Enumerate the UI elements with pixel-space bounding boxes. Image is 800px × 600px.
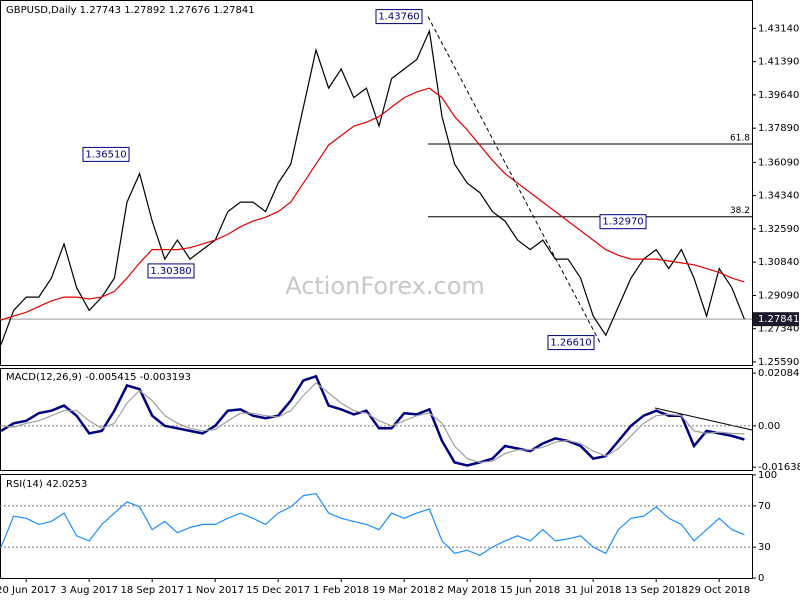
annotation-label: 1.26610: [550, 338, 591, 349]
y-tick-label: 0: [758, 573, 764, 584]
chart-title: GBPUSD,Daily 1.27743 1.27892 1.27676 1.2…: [6, 5, 255, 16]
x-tick-label: 20 Jun 2017: [0, 585, 56, 596]
series-line: [0, 492, 745, 556]
rsi-title: RSI(14) 42.0253: [6, 479, 87, 490]
y-tick-label: 1.25590: [758, 357, 799, 368]
series-line: [0, 87, 745, 321]
y-tick-label: 1.34340: [758, 191, 799, 202]
x-tick-label: 1 Nov 2017: [186, 585, 244, 596]
y-tick-label: 70: [758, 501, 771, 512]
y-tick-label: 30: [758, 542, 771, 553]
fib-label: 38.2: [730, 206, 750, 216]
watermark: ActionForex.com: [285, 272, 485, 300]
annotation-box: [82, 146, 130, 162]
x-tick-label: 31 Jul 2018: [565, 585, 622, 596]
y-tick-label: 1.29090: [758, 290, 799, 301]
y-tick-label: 1.41390: [758, 57, 799, 68]
y-tick-label: 1.36090: [758, 157, 799, 168]
annotation-label: 1.43760: [378, 12, 419, 23]
y-tick-label: 1.30840: [758, 257, 799, 268]
macd-panel: [0, 368, 753, 471]
y-tick-label: 100: [758, 470, 777, 481]
macd-title: MACD(12,26,9) -0.005415 -0.003193: [6, 372, 191, 383]
last-price-box: [753, 312, 799, 327]
x-tick-label: 18 Sep 2017: [121, 585, 184, 596]
annotation-label: 1.30380: [150, 266, 191, 277]
y-tick-label: 1.27340: [758, 324, 799, 335]
annotation-box: [375, 9, 423, 25]
fib-label: 61.8: [730, 133, 750, 143]
y-tick-label: 1.37890: [758, 123, 799, 134]
x-tick-label: 1 Feb 2018: [313, 585, 369, 596]
price-panel: [0, 0, 753, 366]
last-price-label: 1.27841: [758, 314, 799, 325]
series-line: [0, 374, 745, 467]
x-tick-label: 15 Jun 2018: [500, 585, 560, 596]
y-tick-label: 1.39640: [758, 90, 799, 101]
x-tick-label: 29 Oct 2018: [688, 585, 750, 596]
x-tick-label: 15 Dec 2017: [246, 585, 310, 596]
swing-line: [427, 16, 601, 343]
y-tick-label: -0.016389: [758, 462, 800, 473]
x-tick-label: 3 Aug 2017: [60, 585, 118, 596]
y-tick-label: 1.32590: [758, 224, 799, 235]
series-line: [0, 382, 745, 464]
annotation-box: [599, 214, 647, 230]
x-tick-label: 19 Mar 2018: [372, 585, 435, 596]
y-tick-label: 0.00: [758, 421, 780, 432]
rsi-panel: [0, 474, 753, 579]
annotation-box: [547, 335, 595, 351]
y-tick-label: 0.020848: [758, 368, 800, 379]
annotation-label: 1.36510: [85, 149, 126, 160]
x-tick-label: 2 May 2018: [438, 585, 497, 596]
x-tick-label: 13 Sep 2018: [625, 585, 688, 596]
series-line: [0, 28, 745, 345]
annotation-box: [147, 263, 195, 279]
macd-trendline: [654, 407, 753, 431]
annotation-label: 1.32970: [602, 217, 643, 228]
y-tick-label: 1.43140: [758, 23, 799, 34]
